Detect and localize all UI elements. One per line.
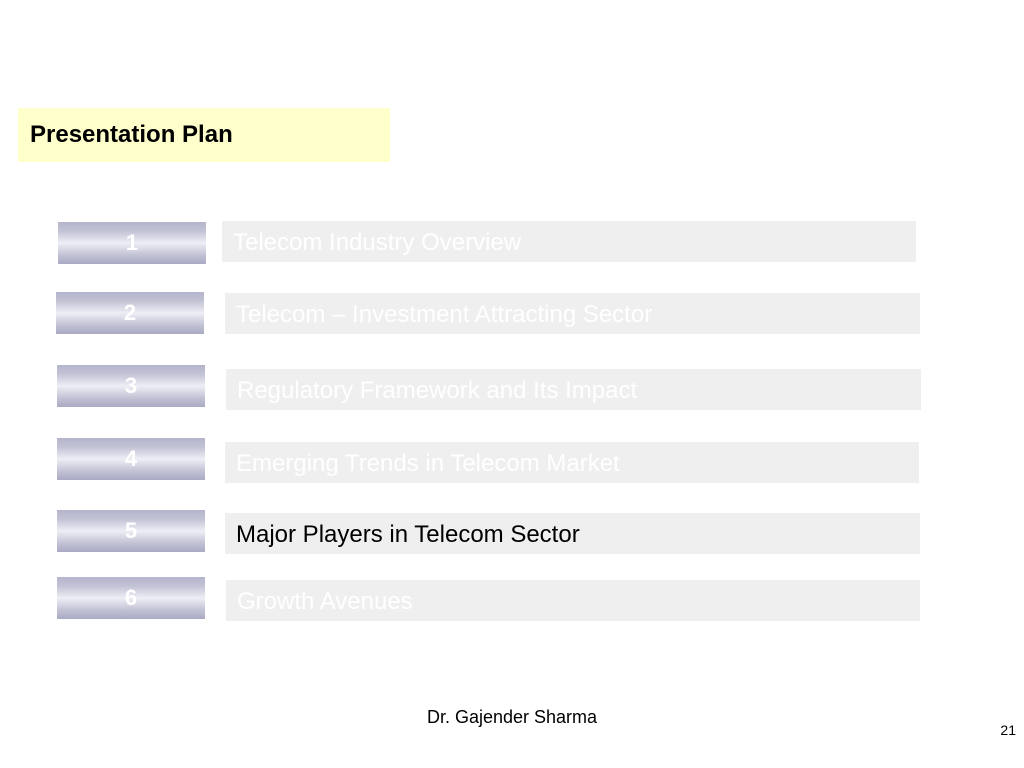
agenda-number-6: 6	[57, 577, 205, 619]
agenda-item-5-current: Major Players in Telecom Sector	[225, 513, 920, 554]
agenda-item-label: Emerging Trends in Telecom Market	[236, 450, 620, 477]
agenda-item-4: Emerging Trends in Telecom Market	[225, 442, 919, 483]
agenda-number-label: 1	[125, 230, 139, 255]
agenda-item-label: Growth Avenues	[237, 588, 413, 615]
agenda-item-label: Telecom – Investment Attracting Sector	[236, 301, 653, 328]
agenda-item-label: Telecom Industry Overview	[233, 229, 522, 256]
agenda-number-2: 2	[56, 292, 204, 334]
agenda-number-label: 3	[124, 373, 138, 398]
agenda-number-label: 4	[124, 446, 138, 471]
slide-title-box: Presentation Plan	[18, 108, 390, 162]
page-number: 21	[1000, 722, 1016, 738]
footer-author: Dr. Gajender Sharma	[426, 707, 598, 727]
agenda-number-3: 3	[57, 365, 205, 407]
agenda-number-1: 1	[58, 222, 206, 264]
agenda-number-label: 2	[123, 300, 137, 325]
agenda-number-label: 5	[124, 518, 138, 543]
slide-title: Presentation Plan	[30, 121, 233, 148]
agenda-number-label: 6	[124, 585, 138, 610]
agenda-item-label: Regulatory Framework and Its Impact	[237, 377, 638, 404]
agenda-number-5: 5	[57, 510, 205, 552]
agenda-item-label: Major Players in Telecom Sector	[236, 521, 580, 548]
agenda-item-3: Regulatory Framework and Its Impact	[226, 369, 921, 410]
agenda-item-2: Telecom – Investment Attracting Sector	[225, 293, 920, 334]
agenda-item-1: Telecom Industry Overview	[222, 221, 916, 262]
agenda-item-6: Growth Avenues	[226, 580, 920, 621]
agenda-number-4: 4	[57, 438, 205, 480]
